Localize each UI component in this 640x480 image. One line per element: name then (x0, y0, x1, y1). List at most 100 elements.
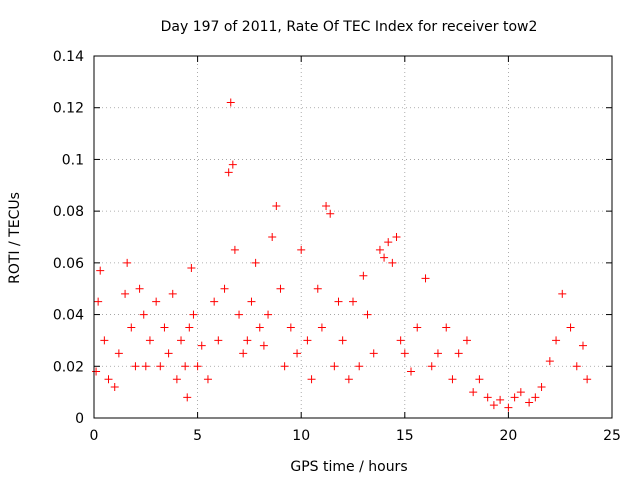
data-point (552, 336, 561, 345)
data-point (251, 258, 260, 267)
y-tick-label: 0.06 (53, 256, 84, 272)
data-point (259, 341, 268, 350)
axis-ticks: 0 5 10 15 20 25 0 0.02 0.04 0.06 0.08 0.1 0.12 0.14 (53, 49, 621, 444)
data-point (247, 297, 256, 306)
data-point (276, 284, 285, 293)
data-point (197, 341, 206, 350)
y-tick-label: 0.02 (53, 359, 84, 375)
data-point (272, 201, 281, 210)
data-point (454, 349, 463, 358)
data-point (396, 336, 405, 345)
data-points (92, 98, 592, 412)
y-tick-label: 0.1 (62, 152, 84, 168)
data-point (359, 271, 368, 280)
data-point (293, 349, 302, 358)
y-axis-label: ROTI / TECUs (7, 192, 23, 284)
data-point (313, 284, 322, 293)
data-point (193, 362, 202, 371)
data-point (483, 393, 492, 402)
data-point (369, 349, 378, 358)
data-point (220, 284, 229, 293)
data-point (255, 323, 264, 332)
data-point (469, 388, 478, 397)
data-point (355, 362, 364, 371)
data-point (388, 258, 397, 267)
data-point (210, 297, 219, 306)
data-point (96, 266, 105, 275)
y-tick-label: 0.14 (53, 49, 84, 65)
data-point (286, 323, 295, 332)
data-point (317, 323, 326, 332)
data-point (427, 362, 436, 371)
data-point (224, 168, 233, 177)
data-point (531, 393, 540, 402)
x-axis-label: GPS time / hours (290, 459, 407, 475)
y-tick-label: 0 (75, 411, 84, 427)
data-point (545, 357, 554, 366)
plot-frame (93, 55, 613, 419)
data-point (578, 341, 587, 350)
data-point (114, 349, 123, 358)
data-point (94, 297, 103, 306)
x-tick-label: 5 (193, 428, 202, 444)
data-point (185, 323, 194, 332)
data-point (448, 375, 457, 384)
data-point (187, 264, 196, 273)
data-point (214, 336, 223, 345)
data-point (413, 323, 422, 332)
data-point (139, 310, 148, 319)
data-point (297, 245, 306, 254)
chart-title: Day 197 of 2011, Rate Of TEC Index for r… (161, 19, 538, 35)
data-point (407, 367, 416, 376)
data-point (156, 362, 165, 371)
data-point (239, 349, 248, 358)
data-point (421, 274, 430, 283)
data-point (525, 398, 534, 407)
data-point (104, 375, 113, 384)
y-tick-label: 0.12 (53, 101, 84, 117)
data-point (384, 238, 393, 247)
data-point (228, 160, 237, 169)
data-point (172, 375, 181, 384)
data-point (152, 297, 161, 306)
data-point (280, 362, 289, 371)
data-point (349, 297, 357, 306)
data-point (123, 258, 132, 267)
data-point (177, 336, 186, 345)
data-point (189, 310, 198, 319)
data-point (235, 310, 244, 319)
data-point (510, 393, 519, 402)
data-point (110, 382, 119, 391)
data-point (496, 395, 505, 404)
data-point (164, 349, 173, 358)
data-point (330, 362, 339, 371)
data-point (363, 310, 372, 319)
data-point (334, 297, 343, 306)
data-point (183, 393, 192, 402)
data-point (127, 323, 136, 332)
data-point (558, 289, 567, 298)
data-point (203, 375, 212, 384)
data-point (537, 382, 546, 391)
data-point (400, 349, 409, 358)
data-point (141, 362, 150, 371)
data-point (433, 349, 442, 358)
y-tick-label: 0.08 (53, 204, 84, 220)
data-point (504, 403, 513, 412)
data-point (566, 323, 575, 332)
data-point (264, 310, 273, 319)
data-point (322, 201, 331, 210)
data-point (380, 253, 389, 262)
data-point (375, 245, 384, 254)
data-point (572, 362, 581, 371)
data-point (516, 388, 525, 397)
data-point (268, 233, 277, 241)
data-point (135, 284, 144, 293)
data-point (462, 336, 471, 345)
y-tick-label: 0.04 (53, 308, 84, 324)
data-point (226, 98, 235, 107)
x-tick-label: 25 (603, 428, 621, 444)
data-point (230, 245, 239, 254)
data-point (303, 336, 312, 345)
